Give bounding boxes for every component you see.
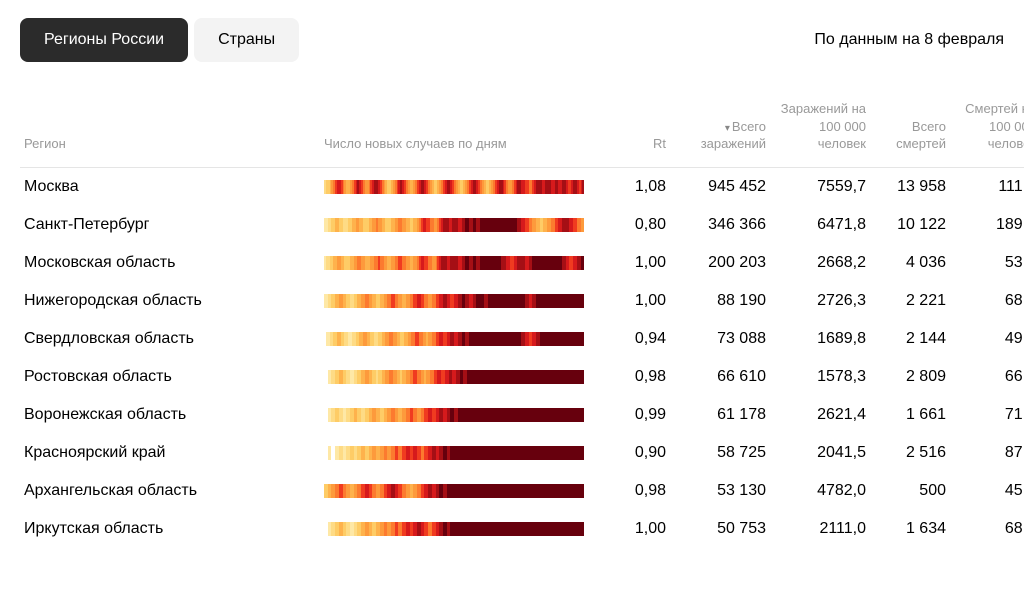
cell-region: Санкт-Петербург [20, 206, 320, 244]
heatstrip-chart [324, 370, 584, 384]
cell-total-cases: 53 130 [670, 472, 770, 510]
cell-heatstrip [320, 358, 600, 396]
cell-region: Ростовская область [20, 358, 320, 396]
cell-region: Воронежская область [20, 396, 320, 434]
cell-cases-per-100k: 2726,3 [770, 282, 870, 320]
cell-deaths-per-100k: 68,7 [950, 282, 1024, 320]
cell-region: Красноярский край [20, 434, 320, 472]
cell-deaths-per-100k: 66,6 [950, 358, 1024, 396]
cell-total-cases: 50 753 [670, 510, 770, 548]
cell-total-deaths: 1 634 [870, 510, 950, 548]
heatstrip-chart [324, 484, 584, 498]
cell-total-cases: 88 190 [670, 282, 770, 320]
cell-heatstrip [320, 206, 600, 244]
cell-heatstrip [320, 472, 600, 510]
cell-total-deaths: 500 [870, 472, 950, 510]
col-region[interactable]: Регион [20, 129, 320, 168]
heatstrip-chart [324, 218, 584, 232]
cell-cases-per-100k: 4782,0 [770, 472, 870, 510]
stats-table: Регион Число новых случаев по дням Rt ▾В… [20, 94, 1004, 548]
cell-region: Свердловская область [20, 320, 320, 358]
cell-rt: 1,00 [600, 510, 670, 548]
cell-deaths-per-100k: 87,5 [950, 434, 1024, 472]
tabs: Регионы России Страны [20, 18, 299, 62]
top-bar: Регионы России Страны По данным на 8 фев… [20, 18, 1004, 62]
cell-total-deaths: 10 122 [870, 206, 950, 244]
cell-heatstrip [320, 396, 600, 434]
cell-total-deaths: 4 036 [870, 244, 950, 282]
cell-total-cases: 200 203 [670, 244, 770, 282]
heatstrip-chart [324, 408, 584, 422]
col-deaths-per-100k[interactable]: Смертей на 100 000 человек [950, 94, 1024, 168]
cell-rt: 0,98 [600, 358, 670, 396]
tab-countries[interactable]: Страны [194, 18, 299, 62]
cell-total-cases: 73 088 [670, 320, 770, 358]
cell-rt: 0,98 [600, 472, 670, 510]
cell-deaths-per-100k: 189,1 [950, 206, 1024, 244]
col-rt[interactable]: Rt [600, 129, 670, 168]
cell-total-cases: 66 610 [670, 358, 770, 396]
cell-deaths-per-100k: 53,8 [950, 244, 1024, 282]
cell-heatstrip [320, 282, 600, 320]
cell-rt: 0,99 [600, 396, 670, 434]
cell-total-deaths: 13 958 [870, 168, 950, 206]
cell-cases-per-100k: 2041,5 [770, 434, 870, 472]
cell-total-deaths: 2 516 [870, 434, 950, 472]
cell-heatstrip [320, 320, 600, 358]
cell-cases-per-100k: 6471,8 [770, 206, 870, 244]
cell-total-cases: 61 178 [670, 396, 770, 434]
cell-rt: 1,08 [600, 168, 670, 206]
cell-deaths-per-100k: 49,6 [950, 320, 1024, 358]
col-total-deaths[interactable]: Всего смертей [870, 112, 950, 168]
heatstrip-chart [324, 332, 584, 346]
col-total-cases-label: Всего заражений [701, 119, 766, 152]
sort-desc-icon: ▾ [725, 123, 730, 134]
col-new-cases[interactable]: Число новых случаев по дням [320, 129, 600, 168]
cell-region: Нижегородская область [20, 282, 320, 320]
cell-total-deaths: 2 144 [870, 320, 950, 358]
tab-regions[interactable]: Регионы России [20, 18, 188, 62]
cell-deaths-per-100k: 71,2 [950, 396, 1024, 434]
cell-region: Иркутская область [20, 510, 320, 548]
cell-heatstrip [320, 168, 600, 206]
heatstrip-chart [324, 446, 584, 460]
cell-heatstrip [320, 244, 600, 282]
cell-region: Архангельская область [20, 472, 320, 510]
cell-total-cases: 58 725 [670, 434, 770, 472]
cell-rt: 0,90 [600, 434, 670, 472]
cell-heatstrip [320, 434, 600, 472]
date-info: По данным на 8 февраля [814, 31, 1004, 49]
cell-total-deaths: 2 221 [870, 282, 950, 320]
cell-total-deaths: 1 661 [870, 396, 950, 434]
cell-deaths-per-100k: 111,6 [950, 168, 1024, 206]
cell-cases-per-100k: 2111,0 [770, 510, 870, 548]
col-total-cases[interactable]: ▾Всего заражений [670, 112, 770, 168]
cell-deaths-per-100k: 45,0 [950, 472, 1024, 510]
cell-cases-per-100k: 2621,4 [770, 396, 870, 434]
heatstrip-chart [324, 256, 584, 270]
cell-rt: 1,00 [600, 282, 670, 320]
cell-region: Московская область [20, 244, 320, 282]
heatstrip-chart [324, 522, 584, 536]
cell-deaths-per-100k: 68,0 [950, 510, 1024, 548]
col-cases-per-100k[interactable]: Заражений на 100 000 человек [770, 94, 870, 168]
cell-rt: 0,80 [600, 206, 670, 244]
cell-cases-per-100k: 1578,3 [770, 358, 870, 396]
cell-cases-per-100k: 1689,8 [770, 320, 870, 358]
cell-cases-per-100k: 7559,7 [770, 168, 870, 206]
cell-total-cases: 346 366 [670, 206, 770, 244]
cell-total-cases: 945 452 [670, 168, 770, 206]
cell-cases-per-100k: 2668,2 [770, 244, 870, 282]
heatstrip-chart [324, 180, 584, 194]
cell-region: Москва [20, 168, 320, 206]
cell-heatstrip [320, 510, 600, 548]
heatstrip-chart [324, 294, 584, 308]
cell-rt: 1,00 [600, 244, 670, 282]
cell-total-deaths: 2 809 [870, 358, 950, 396]
cell-rt: 0,94 [600, 320, 670, 358]
